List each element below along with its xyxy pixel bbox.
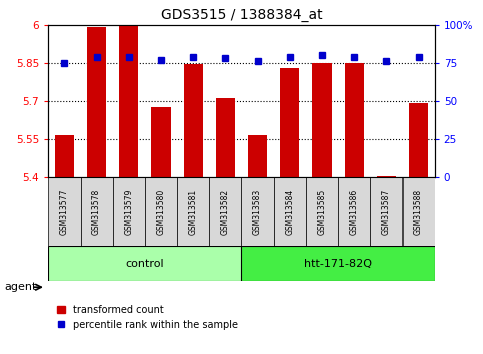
Text: GSM313577: GSM313577 — [60, 188, 69, 235]
Text: GSM313586: GSM313586 — [350, 188, 359, 235]
Bar — [48, 246, 242, 281]
Bar — [248, 135, 267, 177]
Text: GSM313582: GSM313582 — [221, 188, 230, 235]
Bar — [87, 27, 106, 177]
Bar — [242, 246, 435, 281]
Text: GSM313587: GSM313587 — [382, 188, 391, 235]
Bar — [280, 68, 299, 177]
Bar — [209, 177, 242, 246]
Bar — [306, 177, 338, 246]
Bar — [377, 176, 396, 177]
Bar — [338, 177, 370, 246]
Text: control: control — [126, 259, 164, 269]
Bar — [55, 135, 74, 177]
Bar — [370, 177, 402, 246]
Bar — [151, 107, 170, 177]
Text: GSM313580: GSM313580 — [156, 188, 166, 235]
Bar — [145, 177, 177, 246]
Text: GSM313583: GSM313583 — [253, 188, 262, 235]
Bar — [184, 64, 203, 177]
Text: GSM313585: GSM313585 — [317, 188, 327, 235]
Bar — [48, 177, 81, 246]
Text: GSM313579: GSM313579 — [124, 188, 133, 235]
Bar — [409, 103, 428, 177]
Text: GSM313584: GSM313584 — [285, 188, 294, 235]
Text: agent: agent — [5, 282, 37, 292]
Legend: transformed count, percentile rank within the sample: transformed count, percentile rank withi… — [53, 301, 242, 333]
Bar — [216, 98, 235, 177]
Bar — [274, 177, 306, 246]
Bar — [344, 63, 364, 177]
Bar — [113, 177, 145, 246]
Text: htt-171-82Q: htt-171-82Q — [304, 259, 372, 269]
Bar — [402, 177, 435, 246]
Title: GDS3515 / 1388384_at: GDS3515 / 1388384_at — [161, 8, 322, 22]
Text: GSM313578: GSM313578 — [92, 188, 101, 235]
Bar — [81, 177, 113, 246]
Bar — [313, 63, 332, 177]
Bar — [177, 177, 209, 246]
Text: GSM313581: GSM313581 — [189, 188, 198, 235]
Bar — [119, 25, 139, 177]
Text: GSM313588: GSM313588 — [414, 188, 423, 235]
Bar — [242, 177, 274, 246]
